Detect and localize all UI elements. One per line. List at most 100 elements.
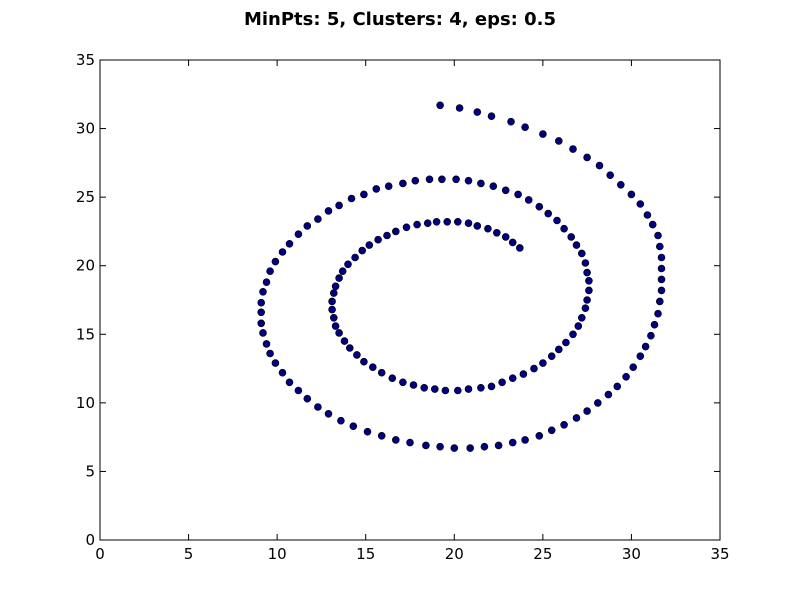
- data-point: [585, 276, 593, 285]
- data-point: [294, 230, 303, 238]
- data-point: [271, 257, 280, 266]
- data-point: [613, 382, 622, 391]
- data-point: [547, 426, 556, 435]
- data-point: [507, 117, 515, 126]
- data-point: [562, 338, 570, 347]
- data-point: [604, 390, 613, 399]
- data-point: [501, 186, 510, 195]
- data-point: [487, 112, 496, 120]
- data-point: [515, 244, 524, 252]
- data-point: [480, 442, 489, 451]
- data-point: [655, 242, 664, 251]
- data-point: [569, 330, 577, 339]
- data-point: [360, 190, 368, 199]
- data-point: [384, 182, 393, 190]
- data-point: [338, 267, 347, 276]
- data-point: [377, 431, 386, 440]
- data-point: [585, 286, 593, 295]
- data-point: [372, 185, 381, 193]
- data-point: [409, 381, 418, 389]
- data-point: [477, 383, 485, 392]
- data-point: [535, 431, 544, 440]
- data-point: [583, 268, 591, 277]
- data-point: [647, 331, 655, 340]
- data-point: [328, 305, 336, 314]
- data-point: [399, 179, 407, 188]
- data-point: [294, 386, 303, 395]
- data-point: [554, 345, 563, 354]
- data-point: [340, 337, 349, 345]
- data-point: [477, 179, 485, 188]
- data-point: [581, 304, 590, 313]
- data-point: [335, 274, 343, 282]
- data-point: [438, 175, 446, 184]
- data-point: [654, 309, 662, 318]
- data-point: [464, 219, 473, 227]
- data-point: [654, 231, 662, 240]
- data-point: [391, 227, 400, 236]
- x-tick-label: 15: [356, 545, 375, 563]
- data-point: [329, 313, 338, 322]
- data-point: [344, 260, 352, 269]
- data-point: [331, 322, 340, 330]
- data-point: [464, 385, 473, 393]
- y-tick-label: 20: [76, 257, 95, 275]
- data-point: [655, 297, 664, 306]
- data-point: [266, 267, 274, 276]
- data-point: [606, 171, 615, 179]
- data-point: [530, 364, 538, 373]
- data-point: [430, 385, 439, 393]
- data-point: [629, 363, 638, 372]
- data-point: [657, 253, 666, 262]
- x-tick-label: 20: [445, 545, 464, 563]
- data-point: [402, 223, 411, 232]
- data-point: [314, 215, 322, 223]
- data-point: [636, 200, 645, 208]
- data-point: [554, 137, 563, 145]
- data-point: [567, 233, 576, 241]
- data-point: [487, 382, 496, 391]
- plot-frame: [99, 59, 721, 541]
- y-tick-label: 0: [85, 531, 95, 549]
- data-point: [257, 298, 266, 307]
- data-point: [473, 108, 482, 116]
- data-point: [593, 399, 602, 407]
- data-point: [452, 175, 460, 184]
- data-point: [622, 372, 630, 381]
- data-point: [266, 349, 274, 358]
- data-point: [335, 201, 343, 210]
- data-point: [544, 209, 553, 218]
- y-tick-label: 15: [76, 325, 95, 343]
- data-point: [514, 190, 522, 199]
- data-point: [383, 231, 391, 240]
- points-layer: [257, 101, 666, 452]
- data-point: [363, 427, 372, 436]
- data-point: [259, 329, 267, 337]
- data-point: [425, 175, 434, 184]
- data-point: [547, 352, 556, 361]
- data-point: [508, 438, 517, 447]
- data-point: [453, 218, 462, 226]
- data-point: [314, 403, 322, 411]
- data-point: [501, 233, 510, 241]
- data-point: [345, 344, 354, 352]
- y-tick-label: 30: [76, 120, 95, 138]
- data-point: [595, 161, 604, 170]
- data-point: [641, 342, 650, 351]
- data-point: [422, 441, 430, 450]
- data-point: [453, 386, 462, 395]
- data-point: [374, 235, 382, 244]
- data-point: [581, 259, 590, 267]
- data-point: [335, 329, 343, 337]
- data-point: [560, 224, 568, 233]
- data-point: [331, 282, 340, 291]
- data-point: [569, 145, 577, 153]
- x-tick-label: 0: [95, 545, 105, 563]
- data-point: [508, 374, 517, 383]
- data-point: [583, 407, 591, 415]
- data-point: [464, 176, 473, 185]
- data-point: [406, 438, 414, 447]
- data-point: [521, 436, 529, 444]
- data-point: [450, 444, 459, 452]
- data-point: [257, 319, 266, 328]
